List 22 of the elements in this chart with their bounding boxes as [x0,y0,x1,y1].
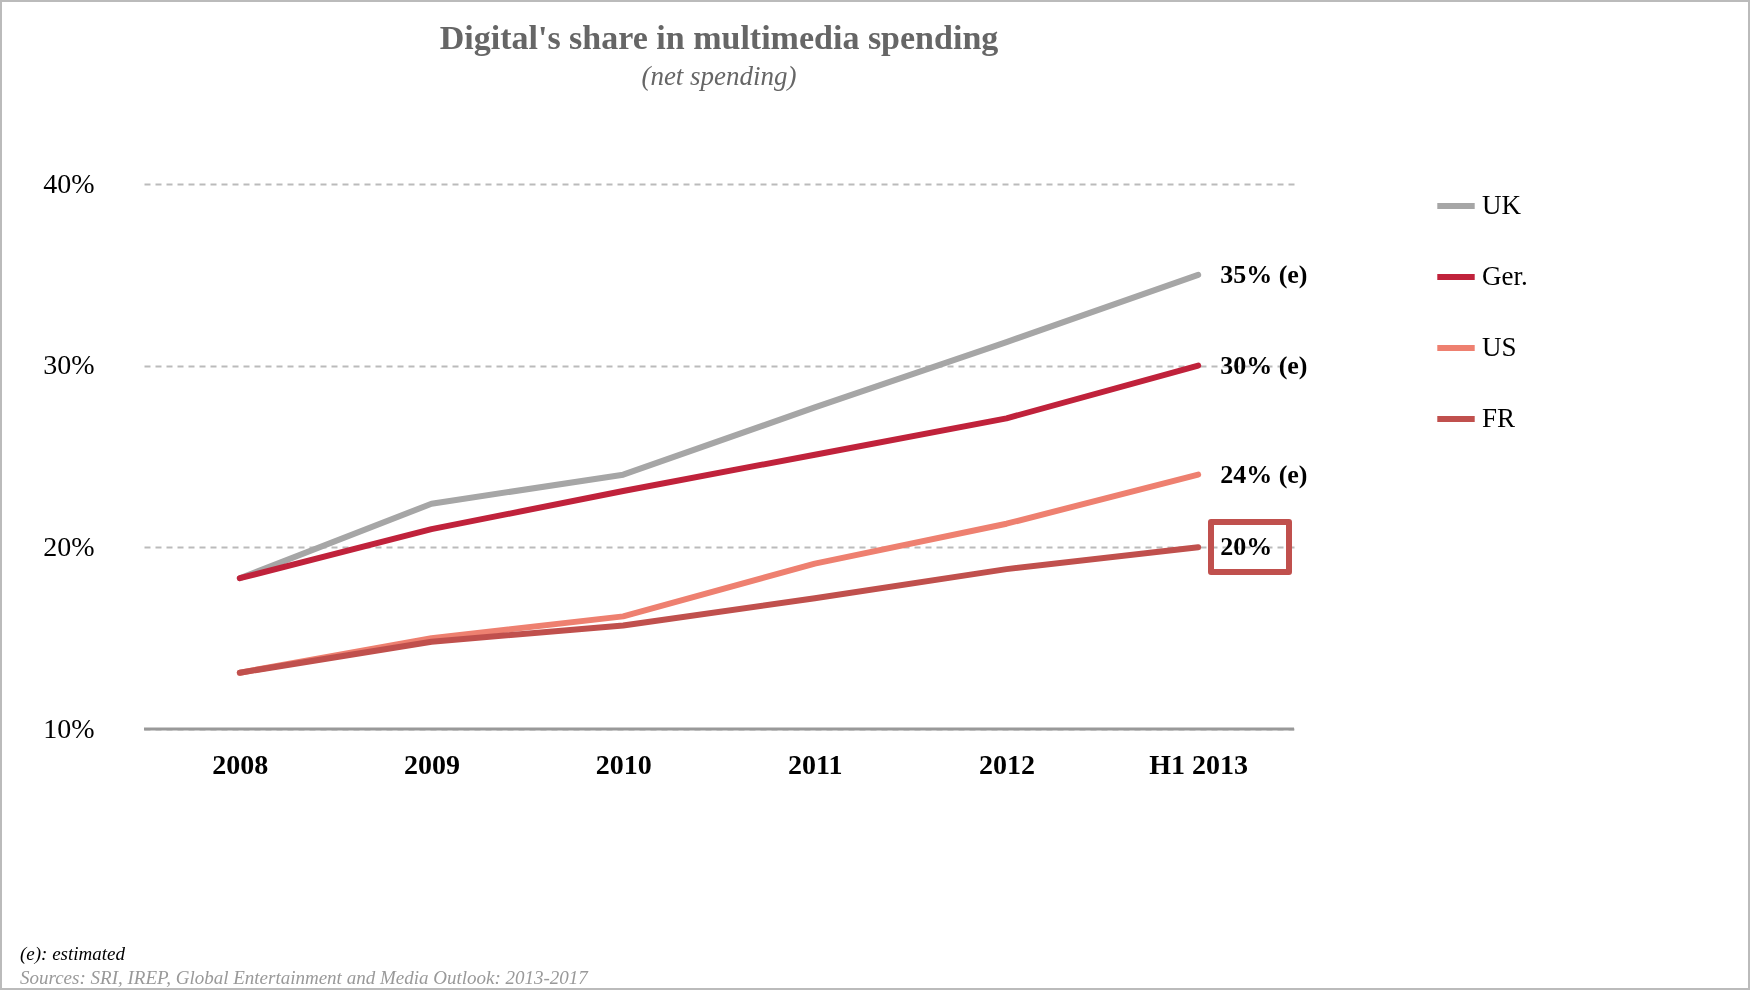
chart-subtitle: (net spending) [641,61,797,91]
source-note: Sources: SRI, IREP, Global Entertainment and Media Outlook: 2013-2017 [20,966,588,990]
y-tick-label: 20% [43,530,95,562]
chart-title: Digital's share in multimedia spending [439,19,999,56]
legend-label: FR [1482,403,1516,433]
x-tick-label: 2012 [979,748,1035,780]
y-tick-label: 40% [43,167,95,199]
x-tick-label: 2008 [212,748,269,780]
data-label: 24% (e) [1220,459,1308,489]
legend-label: Ger. [1482,261,1528,291]
y-tick-label: 10% [43,712,95,744]
x-tick-label: 2011 [788,748,843,780]
x-tick-label: 2010 [595,748,652,780]
y-tick-label: 30% [43,349,95,381]
data-label: 35% (e) [1220,259,1308,289]
x-tick-label: H1 2013 [1149,748,1249,780]
data-label: 20% [1220,532,1273,562]
data-label: 30% (e) [1220,350,1308,380]
text: (e): estimated [20,942,126,966]
legend-label: US [1482,332,1517,362]
legend-label: UK [1482,190,1522,220]
x-tick-label: 2009 [404,748,460,780]
